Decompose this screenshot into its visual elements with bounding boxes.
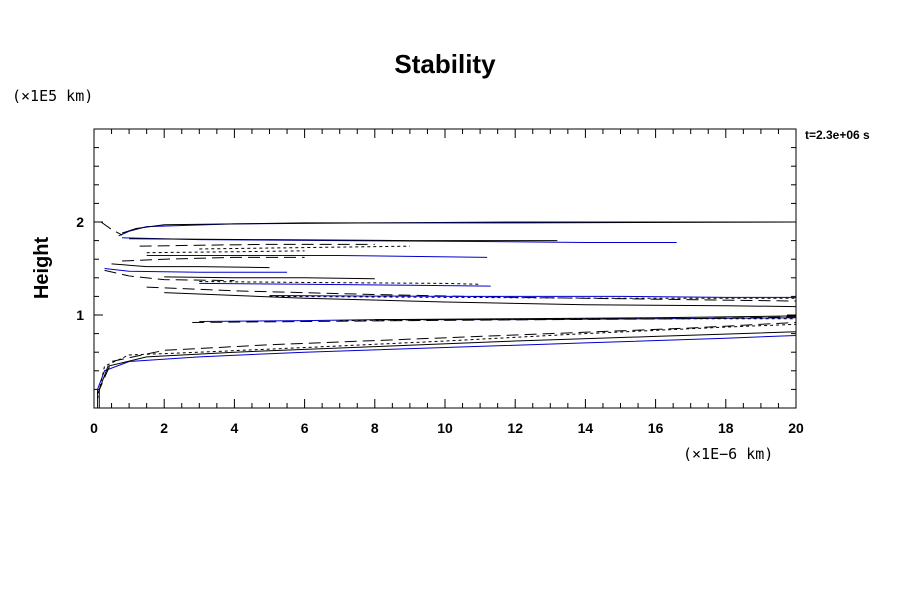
contour-line-8	[374, 315, 797, 321]
contour-line-14	[139, 243, 375, 247]
x-tick-label: 4	[231, 420, 239, 436]
x-tick-label: 20	[788, 420, 804, 436]
time-annotation: t=2.3e+06 s	[805, 128, 870, 142]
contour-line-13	[129, 238, 558, 242]
x-axis-unit: (×1E−6 km)	[683, 445, 773, 463]
contour-line-3	[97, 323, 797, 399]
contour-line-26	[164, 292, 797, 308]
x-tick-label: 2	[160, 420, 168, 436]
x-tick-label: 0	[90, 420, 98, 436]
contour-line-2	[98, 331, 797, 408]
x-tick-label: 14	[578, 420, 594, 436]
contour-line-18	[122, 256, 305, 262]
contour-line-21	[164, 276, 375, 280]
contour-line-15	[199, 245, 410, 250]
y-tick-label: 1	[76, 307, 84, 323]
x-tick-label: 18	[718, 420, 734, 436]
x-tick-label: 16	[648, 420, 664, 436]
x-tick-label: 10	[437, 420, 453, 436]
contour-line-27	[269, 295, 796, 299]
x-tick-label: 6	[301, 420, 309, 436]
chart-title: Stability	[394, 49, 496, 79]
y-axis-label: Height	[31, 237, 53, 300]
axis-ticks	[93, 128, 797, 409]
contour-line-25	[146, 286, 797, 302]
contour-line-16	[146, 254, 488, 258]
x-tick-label: 8	[371, 420, 379, 436]
contour-line-23	[199, 281, 481, 285]
contour-line-28	[269, 294, 796, 298]
contour-line-19	[111, 263, 270, 269]
plot-frame	[93, 128, 797, 409]
contour-line-11	[100, 221, 123, 236]
contour-line-20	[104, 268, 288, 273]
contour-line-22	[104, 269, 235, 282]
contour-line-24	[199, 282, 491, 287]
y-axis-unit: (×1E5 km)	[12, 87, 93, 105]
contour-line-10	[121, 221, 797, 234]
x-tick-label: 12	[507, 420, 523, 436]
contour-lines	[97, 221, 797, 408]
contour-line-17	[146, 250, 305, 254]
y-tick-label: 2	[76, 214, 84, 230]
contour-line-1	[97, 334, 797, 408]
contour-line-4	[97, 321, 797, 395]
